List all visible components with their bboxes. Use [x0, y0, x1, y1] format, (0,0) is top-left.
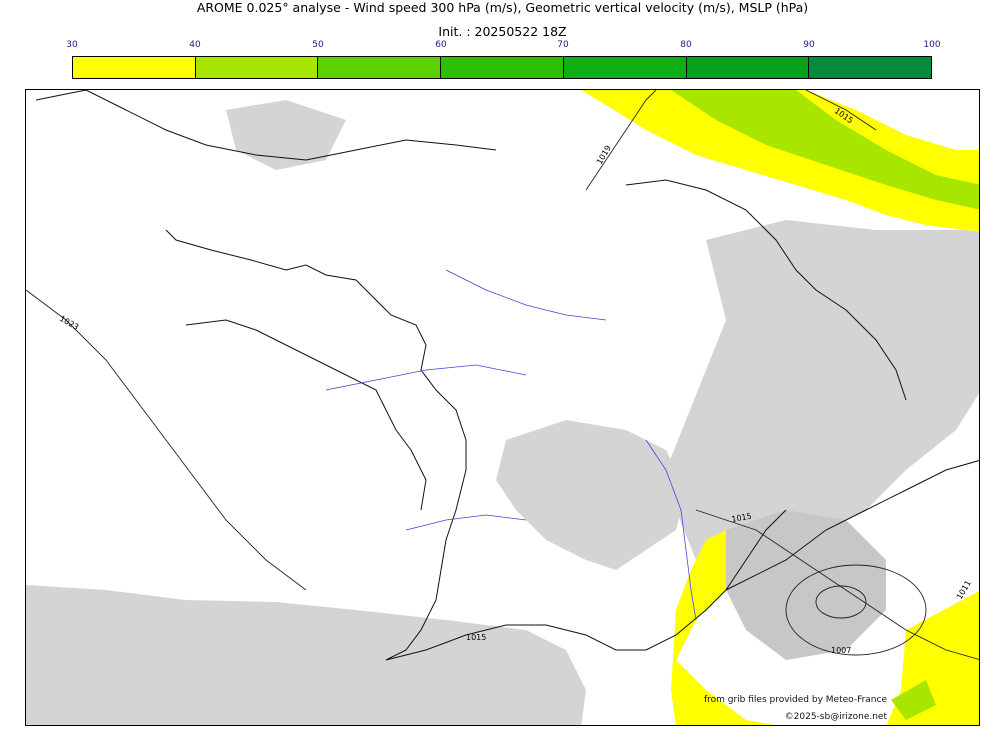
- isobar-1007: [785, 564, 927, 656]
- colorbar-tick: 60: [435, 40, 447, 50]
- isobar-low-center: [815, 585, 867, 619]
- isobar-1015-north: [805, 90, 877, 131]
- isobar-label: 1023: [58, 314, 80, 332]
- colorbar-tick: 70: [557, 40, 569, 50]
- colorbar-tick: 40: [189, 40, 201, 50]
- isobar-1023: [26, 289, 307, 591]
- colorbar-tick: 50: [312, 40, 324, 50]
- england-south-coast: [35, 90, 497, 161]
- loire-river: [325, 364, 527, 391]
- jet-band-30-south: [671, 530, 775, 725]
- coastlines: [35, 90, 979, 661]
- colorbar-segment: [686, 57, 810, 78]
- pyrenees-shading: [26, 585, 586, 725]
- colorbar-segment: [73, 57, 196, 78]
- colorbar-tick: 100: [923, 40, 941, 50]
- weather-map: 1015 1019 1023 1015 1015 1007 1011 from …: [25, 89, 980, 726]
- jet-band-40: [671, 90, 979, 210]
- seine-river: [445, 269, 607, 321]
- colorbar: 30 40 50 60 70 80 90 100: [66, 40, 941, 82]
- colorbar-tick: 30: [66, 40, 78, 50]
- map-canvas: 1015 1019 1023 1015 1015 1007 1011: [26, 90, 979, 725]
- alps-shading: [666, 220, 979, 590]
- swiss-italian-border: [725, 460, 979, 591]
- jet-band-30: [581, 90, 979, 232]
- colorbar-tick: 80: [680, 40, 692, 50]
- init-time: Init. : 20250522 18Z: [438, 24, 567, 39]
- garonne-river: [405, 514, 527, 531]
- isobar-label: 1007: [831, 646, 851, 655]
- isobar-label: 1015: [731, 512, 753, 524]
- colorbar-strip: [72, 56, 932, 79]
- isobars: [26, 90, 979, 660]
- colorbar-segment: [809, 57, 932, 78]
- england-shading: [226, 100, 346, 170]
- colorbar-tick: 90: [803, 40, 815, 50]
- colorbar-segment: [563, 57, 687, 78]
- colorbar-segment: [195, 57, 319, 78]
- colorbar-segment: [318, 57, 442, 78]
- piedmont-shading: [726, 510, 886, 660]
- isobar-label: 1015: [466, 633, 486, 642]
- vertical-velocity-areas: [26, 100, 979, 725]
- copyright-credit: ©2025-sb@irizone.net: [784, 712, 887, 722]
- isobar-1019: [585, 90, 657, 191]
- jet-band-40-italy: [891, 680, 936, 720]
- massif-central-shading: [496, 420, 686, 570]
- rhone-river: [645, 439, 697, 621]
- rivers: [325, 269, 697, 621]
- colorbar-segment: [441, 57, 564, 78]
- brittany-coast: [185, 319, 427, 511]
- pyrenees-border: [385, 624, 646, 661]
- isobar-label: 1019: [595, 144, 613, 166]
- belgian-german-border: [625, 179, 907, 401]
- isobar-1015-south: [695, 509, 979, 660]
- chart-title: AROME 0.025° analyse - Wind speed 300 hP…: [196, 0, 809, 15]
- wind-speed-bands: [581, 90, 979, 725]
- france-atlantic-coast: [165, 229, 467, 661]
- data-source-credit: from grib files provided by Meteo-France: [703, 695, 887, 705]
